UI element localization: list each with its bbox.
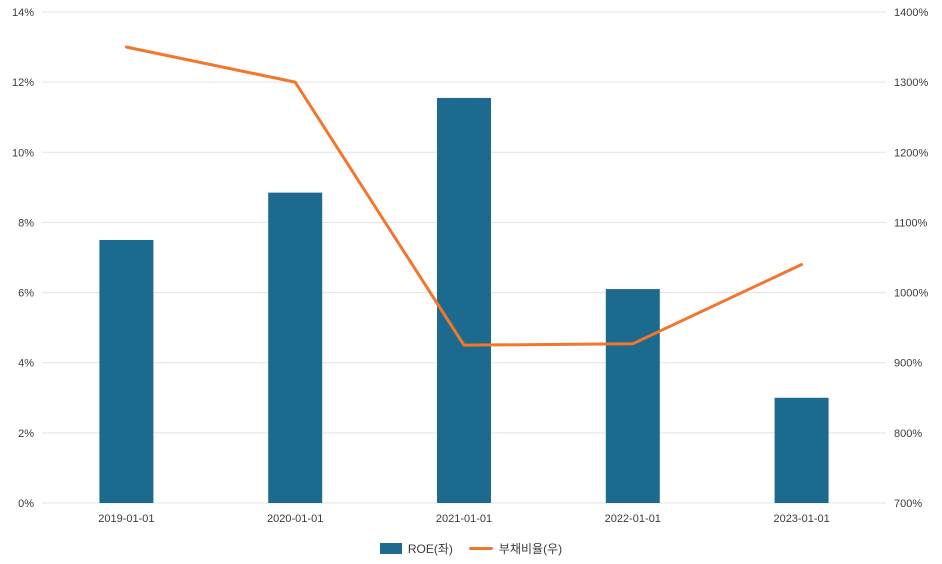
x-axis-label: 2019-01-01 xyxy=(98,513,154,525)
y-axis-tick-left: 2% xyxy=(18,428,34,440)
y-axis-tick-right: 900% xyxy=(894,358,922,370)
legend-label-debt-ratio: 부채비율(우) xyxy=(498,542,563,556)
x-axis-label: 2023-01-01 xyxy=(773,513,829,525)
chart-legend: ROE(좌) 부채비율(우) xyxy=(0,540,942,557)
bar-series-swatch xyxy=(379,543,402,554)
legend-item-roe[interactable]: ROE(좌) xyxy=(379,540,453,557)
y-axis-tick-right: 1300% xyxy=(894,77,928,89)
x-axis-label: 2022-01-01 xyxy=(605,513,661,525)
line-series[interactable] xyxy=(124,45,804,347)
legend-item-debt-ratio[interactable]: 부채비율(우) xyxy=(468,540,563,557)
y-axis-tick-right: 1100% xyxy=(894,217,928,229)
y-axis-tick-left: 8% xyxy=(18,217,34,229)
y-axis-tick-left: 6% xyxy=(18,288,34,300)
bar-2023-01-01[interactable] xyxy=(774,397,829,503)
line-series-swatch xyxy=(468,547,493,550)
y-axis-tick-right: 1400% xyxy=(894,7,928,19)
y-axis-tick-left: 12% xyxy=(12,77,34,89)
bar-2021-01-01[interactable] xyxy=(437,97,491,504)
bar-2022-01-01[interactable] xyxy=(605,289,660,503)
x-axis-label: 2021-01-01 xyxy=(436,513,492,525)
y-axis-tick-left: 4% xyxy=(18,358,34,370)
y-axis-tick-left: 10% xyxy=(12,147,34,159)
bar-2019-01-01[interactable] xyxy=(99,239,154,503)
y-axis-tick-right: 700% xyxy=(894,498,922,510)
y-axis-tick-right: 800% xyxy=(894,428,922,440)
y-axis-tick-left: 0% xyxy=(18,498,34,510)
bar-2020-01-01[interactable] xyxy=(268,192,323,503)
y-axis-tick-right: 1000% xyxy=(894,288,928,300)
y-axis-tick-right: 1200% xyxy=(894,147,928,159)
x-axis-label: 2020-01-01 xyxy=(267,513,323,525)
chart-canvas: 0% 2% 4% 6% 8% 10% 12% 14% 700% 800% 900% 1000% 1100… xyxy=(12,7,929,525)
y-axis-tick-left: 14% xyxy=(12,7,34,19)
legend-label-roe: ROE(좌) xyxy=(407,542,453,556)
